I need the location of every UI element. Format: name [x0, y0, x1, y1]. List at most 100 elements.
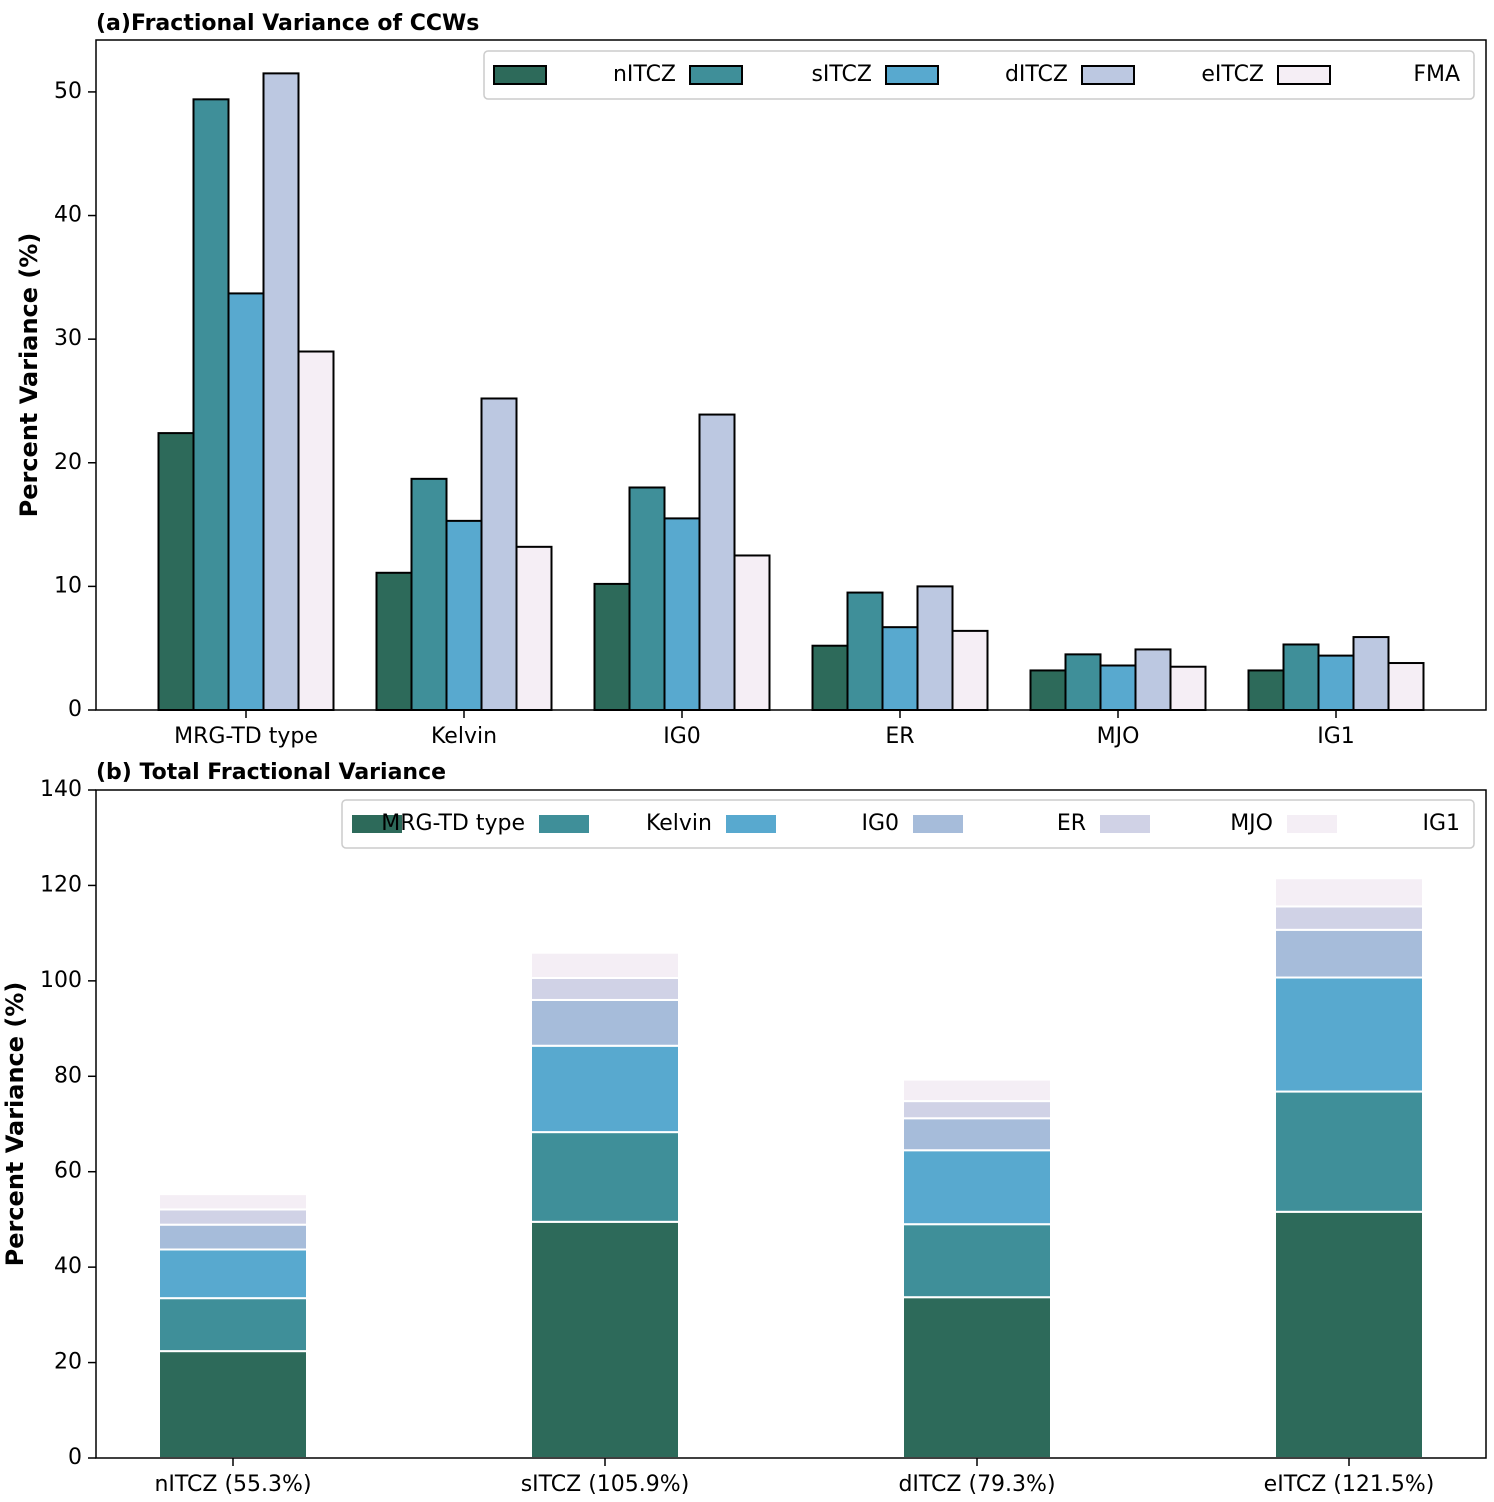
bar-segment	[1274, 1090, 1424, 1213]
bar-segment	[1274, 905, 1424, 931]
x-tick-label: IG1	[1317, 724, 1355, 749]
legend-swatch	[1081, 65, 1135, 85]
bar	[297, 350, 335, 711]
legend-swatch	[1100, 815, 1150, 833]
bar	[663, 517, 701, 711]
bar-segment	[902, 1117, 1052, 1152]
y-tick-label: 30	[54, 326, 82, 351]
bar	[1352, 636, 1390, 711]
bar	[1169, 665, 1207, 711]
x-tick-label: Kelvin	[431, 724, 497, 749]
bar-segment	[530, 1044, 680, 1134]
x-tick-label: eITCZ (121.5%)	[1264, 1472, 1435, 1497]
bar-segment	[158, 1248, 308, 1300]
y-tick-label: 0	[68, 697, 82, 722]
x-tick-label: sITCZ (105.9%)	[521, 1472, 690, 1497]
y-tick-label: 20	[54, 1350, 82, 1375]
x-tick-label: ER	[885, 724, 914, 749]
x-tick-label: nITCZ (55.3%)	[154, 1472, 311, 1497]
bar	[733, 554, 771, 711]
bar-segment	[902, 1100, 1052, 1120]
legend-swatch	[1277, 65, 1331, 85]
bar	[1247, 669, 1285, 712]
bar	[1064, 653, 1102, 711]
bar-segment	[1274, 877, 1424, 908]
bar-segment	[158, 1350, 308, 1459]
x-tick-label: dITCZ (79.3%)	[898, 1472, 1055, 1497]
bar-segment	[902, 1223, 1052, 1299]
bar-segment	[530, 1220, 680, 1460]
x-tick-label: IG0	[663, 724, 701, 749]
bar	[628, 486, 666, 712]
bar	[1282, 643, 1320, 711]
legend-label: ER	[1057, 811, 1086, 836]
chart-title: (b) Total Fractional Variance	[96, 760, 446, 785]
bar-segment	[158, 1297, 308, 1353]
legend-swatch	[539, 815, 589, 833]
bar	[1387, 662, 1425, 711]
y-tick-label: 40	[54, 1254, 82, 1279]
legend-label: nITCZ	[613, 62, 676, 87]
legend-box	[341, 799, 1475, 849]
bar-segment	[158, 1223, 308, 1251]
y-tick-label: 80	[54, 1063, 82, 1088]
legend-label: MRG-TD type	[381, 811, 525, 836]
bar	[192, 98, 230, 711]
legend-swatch	[1287, 815, 1337, 833]
plot-frame	[95, 39, 1487, 711]
bar	[1134, 648, 1172, 711]
legend-swatch	[885, 65, 939, 85]
bar	[410, 477, 448, 712]
y-tick-label: 50	[54, 79, 82, 104]
legend-swatch	[913, 815, 963, 833]
legend-label: Kelvin	[646, 811, 712, 836]
bar	[951, 629, 989, 712]
bar	[1317, 654, 1355, 711]
legend-box	[483, 50, 1475, 100]
bar	[227, 292, 265, 711]
bar	[593, 582, 631, 711]
y-axis-label: Percent Variance (%)	[15, 233, 43, 518]
bar-segment	[158, 1208, 308, 1226]
bar-segment	[902, 1078, 1052, 1103]
bar-segment	[530, 998, 680, 1047]
bar	[480, 397, 518, 711]
bar-segment	[1274, 1210, 1424, 1460]
bar	[881, 626, 919, 711]
y-tick-label: 60	[54, 1159, 82, 1184]
legend-label: FMA	[1413, 62, 1460, 87]
y-tick-label: 40	[54, 203, 82, 228]
legend-swatch	[726, 815, 776, 833]
bar	[698, 413, 736, 711]
bar-segment	[158, 1193, 308, 1211]
y-tick-label: 10	[54, 573, 82, 598]
y-tick-label: 120	[40, 872, 82, 897]
bar	[846, 591, 884, 711]
bar-segment	[1274, 976, 1424, 1093]
legend-swatch	[689, 65, 743, 85]
y-tick-label: 0	[68, 1445, 82, 1470]
y-axis-label: Percent Variance (%)	[1, 982, 29, 1267]
bar	[1099, 664, 1137, 712]
bar	[375, 571, 413, 711]
legend-label: MJO	[1230, 811, 1273, 836]
y-tick-label: 20	[54, 450, 82, 475]
bar-segment	[1274, 928, 1424, 979]
bar	[157, 432, 195, 711]
legend-label: dITCZ	[1005, 62, 1068, 87]
bar	[1029, 669, 1067, 712]
legend-label: IG1	[1422, 811, 1460, 836]
legend-label: eITCZ	[1201, 62, 1264, 87]
x-tick-label: MRG-TD type	[174, 724, 318, 749]
x-tick-label: MJO	[1097, 724, 1140, 749]
bar-segment	[902, 1296, 1052, 1460]
bar	[811, 644, 849, 711]
bar	[515, 545, 553, 711]
bar-segment	[902, 1149, 1052, 1226]
plot-frame	[95, 789, 1487, 1459]
bar	[916, 585, 954, 712]
chart-title: (a)Fractional Variance of CCWs	[96, 11, 479, 36]
legend-swatch	[493, 65, 547, 85]
bar-segment	[530, 976, 680, 1001]
